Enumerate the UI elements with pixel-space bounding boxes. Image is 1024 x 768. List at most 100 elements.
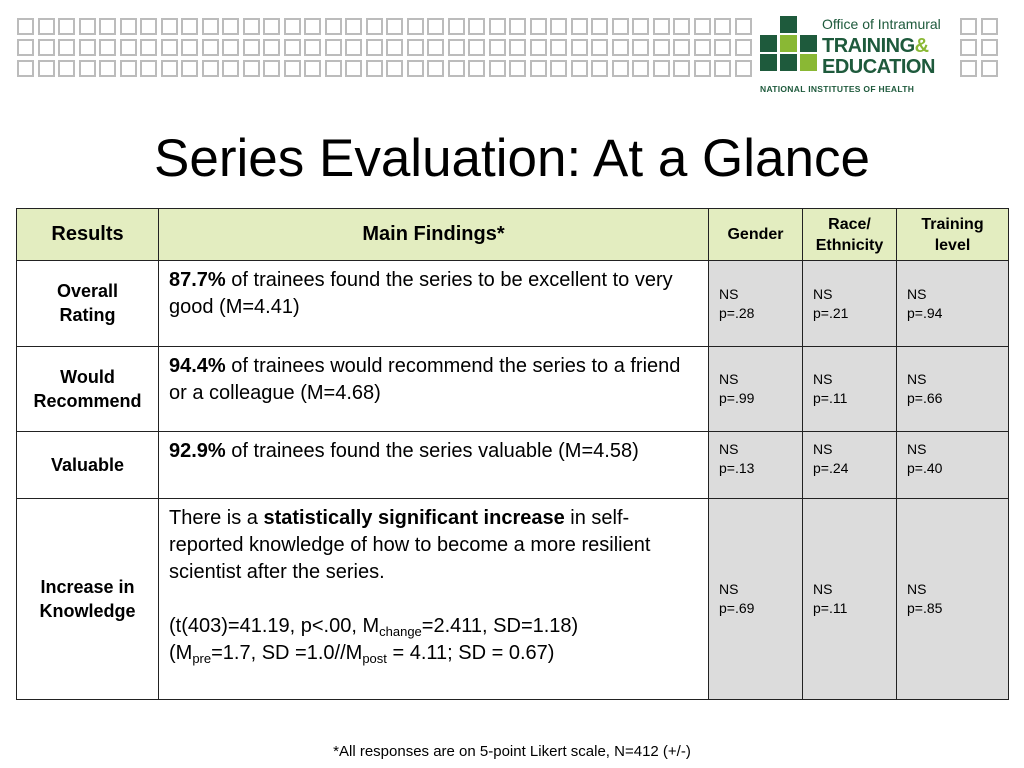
pattern-square-icon	[714, 60, 731, 77]
pattern-square-icon	[160, 18, 178, 35]
finding-text: 94.4% of trainees would recommend the se…	[158, 346, 709, 432]
header-training-level: Training level	[896, 208, 1009, 261]
pattern-square-icon	[386, 39, 403, 56]
pattern-square-icon	[324, 60, 342, 77]
pattern-square-icon	[570, 60, 588, 77]
logo-square-icon	[760, 35, 777, 52]
pattern-square-icon	[119, 60, 137, 77]
logo-square-icon	[780, 35, 797, 52]
pattern-square-icon	[632, 18, 649, 35]
pattern-square-icon	[304, 18, 321, 35]
pattern-square-icon	[468, 18, 485, 35]
pattern-square-icon	[263, 18, 280, 35]
pattern-square-icon	[427, 60, 444, 77]
pattern-square-icon	[652, 39, 670, 56]
pattern-square-icon	[78, 18, 96, 35]
pattern-square-icon	[201, 18, 219, 35]
pattern-square-icon	[714, 18, 731, 35]
gender-stat: NS p=.69	[708, 498, 803, 700]
pattern-square-icon	[242, 60, 260, 77]
pattern-square-icon	[980, 18, 998, 35]
pattern-square-icon	[283, 18, 301, 35]
pattern-square-icon	[427, 39, 444, 56]
table-row: Would Recommend 94.4% of trainees would r…	[16, 346, 1009, 432]
header-main-findings: Main Findings*	[158, 208, 709, 261]
pattern-square-icon	[365, 60, 383, 77]
pattern-square-icon	[140, 60, 157, 77]
logo-office-text: Office of Intramural	[822, 16, 941, 32]
header-results: Results	[16, 208, 159, 261]
pattern-square-icon	[693, 18, 711, 35]
pattern-square-icon	[263, 39, 280, 56]
pattern-square-icon	[345, 18, 362, 35]
logo-education-text: EDUCATION	[822, 56, 935, 78]
pattern-square-icon	[78, 39, 96, 56]
logo-square-icon	[780, 16, 797, 33]
pattern-square-icon	[119, 18, 137, 35]
pattern-square-icon	[447, 39, 465, 56]
pattern-square-icon	[181, 39, 198, 56]
pattern-square-icon	[611, 18, 629, 35]
pattern-square-icon	[99, 18, 116, 35]
pattern-square-icon	[447, 18, 465, 35]
table-row: Valuable 92.9% of trainees found the ser…	[16, 431, 1009, 499]
pattern-square-icon	[201, 60, 219, 77]
header-race-ethnicity: Race/Ethnicity	[802, 208, 897, 261]
pattern-square-icon	[529, 39, 547, 56]
table-row: Overall Rating 87.7% of trainees found th…	[16, 260, 1009, 347]
logo-square-icon	[800, 54, 817, 71]
pattern-square-icon	[37, 39, 55, 56]
pattern-square-icon	[283, 60, 301, 77]
evaluation-table: Results Main Findings* Gender Race/Ethni…	[16, 208, 1009, 700]
gender-stat: NS p=.99	[708, 346, 803, 432]
pattern-square-icon	[734, 18, 752, 35]
pattern-square-icon	[632, 39, 649, 56]
pattern-square-icon	[693, 39, 711, 56]
training-stat: NS p=.85	[896, 498, 1009, 700]
pattern-square-icon	[386, 60, 403, 77]
pattern-square-icon	[242, 18, 260, 35]
pattern-square-icon	[99, 39, 116, 56]
gender-stat: NS p=.28	[708, 260, 803, 347]
pattern-square-icon	[570, 18, 588, 35]
pattern-square-icon	[509, 18, 526, 35]
footnote: *All responses are on 5-point Likert sca…	[333, 743, 691, 760]
training-stat: NS p=.40	[896, 431, 1009, 499]
pattern-square-icon	[427, 18, 444, 35]
pattern-square-icon	[324, 18, 342, 35]
pattern-square-icon	[673, 60, 690, 77]
pattern-square-icon	[365, 39, 383, 56]
pattern-square-icon	[160, 39, 178, 56]
pattern-square-icon	[550, 18, 567, 35]
pattern-square-icon	[201, 39, 219, 56]
pattern-square-icon	[99, 60, 116, 77]
pattern-square-icon	[652, 18, 670, 35]
pattern-square-icon	[58, 39, 75, 56]
page-title: Series Evaluation: At a Glance	[154, 129, 870, 188]
pattern-square-icon	[570, 39, 588, 56]
logo-square-icon	[780, 54, 797, 71]
logo-square-icon	[800, 35, 817, 52]
pattern-square-icon	[37, 18, 55, 35]
pattern-square-icon	[960, 18, 977, 35]
pattern-square-icon	[673, 39, 690, 56]
pattern-square-icon	[283, 39, 301, 56]
table-header-row: Results Main Findings* Gender Race/Ethni…	[16, 208, 1009, 261]
header-gender: Gender	[708, 208, 803, 261]
pattern-square-icon	[242, 39, 260, 56]
pattern-square-icon	[222, 18, 239, 35]
finding-text: 87.7% of trainees found the series to be…	[158, 260, 709, 347]
logo-training-text: TRAINING&	[822, 35, 929, 57]
race-stat: NS p=.21	[802, 260, 897, 347]
pattern-square-icon	[304, 39, 321, 56]
pattern-square-icon	[468, 39, 485, 56]
pattern-square-icon	[17, 18, 34, 35]
race-stat: NS p=.11	[802, 498, 897, 700]
pattern-square-icon	[550, 60, 567, 77]
result-label: Overall Rating	[16, 260, 159, 347]
pattern-square-icon	[37, 60, 55, 77]
training-stat: NS p=.94	[896, 260, 1009, 347]
gender-stat: NS p=.13	[708, 431, 803, 499]
pattern-square-icon	[529, 60, 547, 77]
pattern-square-icon	[365, 18, 383, 35]
